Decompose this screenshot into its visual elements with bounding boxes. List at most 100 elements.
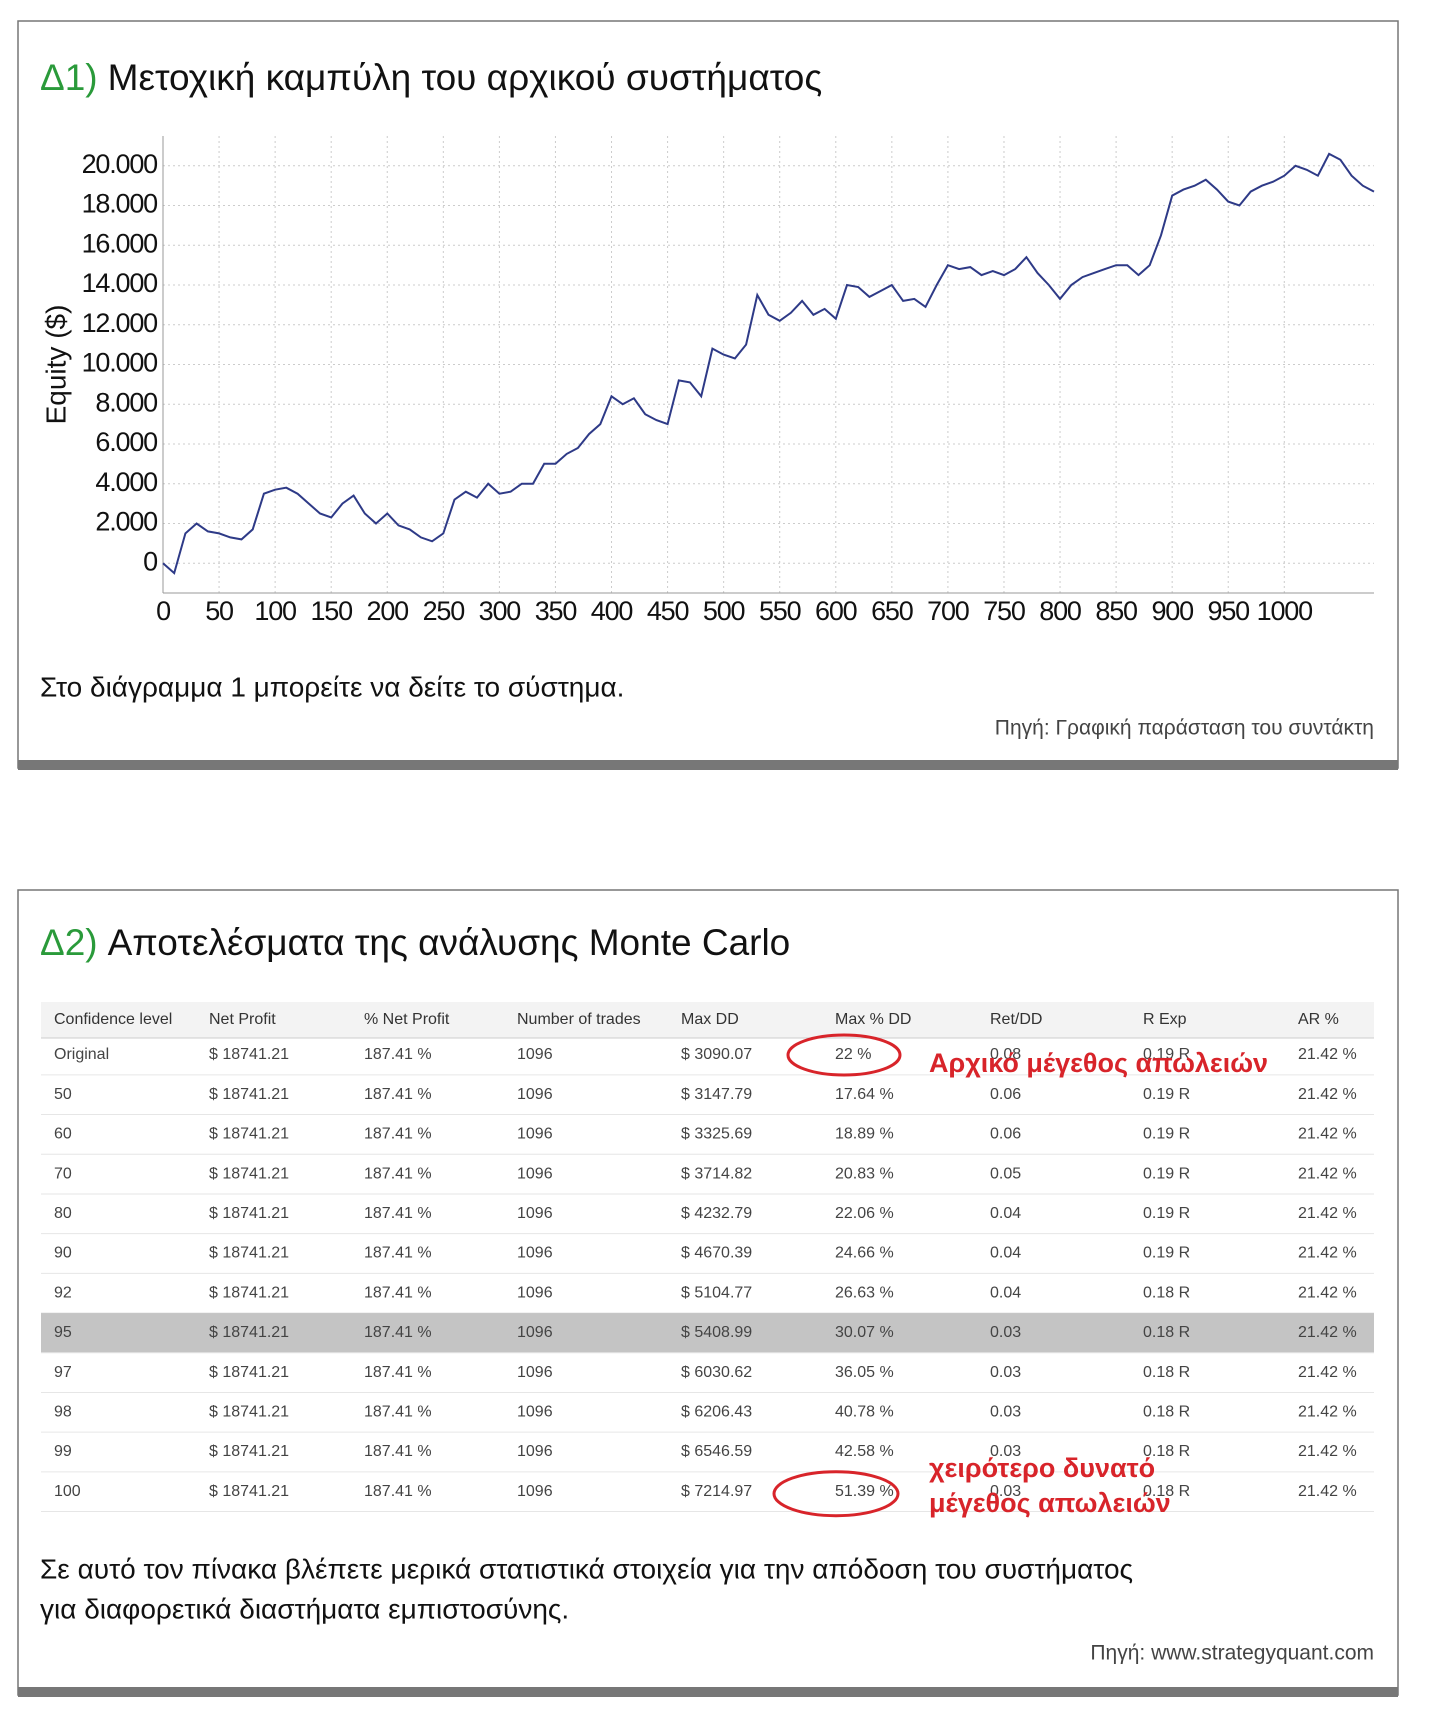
table-cell: 1096 [517, 1364, 553, 1381]
x-tick-label: 350 [535, 596, 577, 626]
source: Πηγή: Γραφική παράσταση του συντάκτη [995, 717, 1374, 740]
table-cell: 0.18 R [1143, 1364, 1190, 1381]
y-tick-label: 20.000 [82, 149, 158, 179]
table-cell: 21.42 % [1298, 1165, 1357, 1182]
table-cell: 21.42 % [1298, 1284, 1357, 1301]
column-header: Max DD [681, 1011, 739, 1028]
x-tick-label: 150 [310, 596, 352, 626]
table-cell: 187.41 % [364, 1483, 432, 1500]
table-cell: $ 18741.21 [209, 1324, 289, 1341]
table-cell: 24.66 % [835, 1245, 894, 1262]
table-cell: 187.41 % [364, 1404, 432, 1421]
table-cell: 0.19 R [1143, 1205, 1190, 1222]
table-cell: 0.03 [990, 1443, 1021, 1460]
y-tick-label: 14.000 [82, 268, 158, 298]
table-cell: 22.06 % [835, 1205, 894, 1222]
panel-title-text: Αποτελέσματα της ανάλυσης Monte Carlo [108, 922, 791, 963]
table-cell: 100 [54, 1483, 81, 1500]
column-header: Ret/DD [990, 1011, 1042, 1028]
annotation: χειρότερο δυνατό [929, 1453, 1155, 1483]
table-cell: 0.04 [990, 1284, 1021, 1301]
table-cell: 97 [54, 1364, 72, 1381]
caption: Στο διάγραμμα 1 μπορείτε να δείτε το σύσ… [40, 671, 624, 702]
table-cell: $ 6206.43 [681, 1404, 752, 1421]
table-cell: 95 [54, 1324, 72, 1341]
table-cell: 187.41 % [364, 1126, 432, 1143]
table-cell: 0.04 [990, 1205, 1021, 1222]
x-tick-label: 500 [703, 596, 745, 626]
table-cell: $ 18741.21 [209, 1284, 289, 1301]
table-cell: 18.89 % [835, 1126, 894, 1143]
table-cell: 21.42 % [1298, 1126, 1357, 1143]
column-header: Confidence level [54, 1011, 172, 1028]
x-tick-label: 700 [927, 596, 969, 626]
table-cell: 0.18 R [1143, 1483, 1190, 1500]
y-tick-label: 10.000 [82, 348, 158, 378]
table-cell: $ 7214.97 [681, 1483, 752, 1500]
table-cell: 21.42 % [1298, 1483, 1357, 1500]
y-tick-label: 8.000 [95, 387, 157, 417]
source: Πηγή: www.strategyquant.com [1090, 1642, 1374, 1665]
panel-2-bar [18, 1687, 1398, 1697]
column-header: Max % DD [835, 1011, 911, 1028]
annotation-ellipse [772, 1470, 900, 1518]
table-cell: $ 18741.21 [209, 1364, 289, 1381]
table-cell: $ 18741.21 [209, 1205, 289, 1222]
table-cell: $ 18741.21 [209, 1483, 289, 1500]
table-cell: 70 [54, 1165, 72, 1182]
table-cell: 0.03 [990, 1483, 1021, 1500]
y-axis-label: Equity ($) [40, 305, 71, 425]
table-cell: $ 5104.77 [681, 1284, 752, 1301]
y-tick-label: 16.000 [82, 228, 158, 258]
table-cell: 0.08 [990, 1046, 1021, 1063]
panel-1-bar [18, 760, 1398, 770]
table-cell: 1096 [517, 1205, 553, 1222]
table-cell: 21.42 % [1298, 1205, 1357, 1222]
table-cell: 21.42 % [1298, 1404, 1357, 1421]
table-cell: 26.63 % [835, 1284, 894, 1301]
table-cell: 98 [54, 1404, 72, 1421]
table-header-bg [41, 1002, 1374, 1038]
table-cell: 36.05 % [835, 1364, 894, 1381]
panel-title: Δ2) Αποτελέσματα της ανάλυσης Monte Carlo [40, 922, 790, 963]
table-cell: $ 4670.39 [681, 1245, 752, 1262]
table-cell: 22 % [835, 1046, 871, 1063]
x-tick-label: 450 [647, 596, 689, 626]
x-tick-label: 200 [367, 596, 409, 626]
table-cell: 0.18 R [1143, 1404, 1190, 1421]
x-tick-label: 400 [591, 596, 633, 626]
x-tick-label: 250 [423, 596, 465, 626]
table-cell: $ 3714.82 [681, 1165, 752, 1182]
table-cell: $ 3147.79 [681, 1086, 752, 1103]
panel-1 [17, 20, 1399, 769]
table-cell: 0.18 R [1143, 1324, 1190, 1341]
table-cell: 21.42 % [1298, 1443, 1357, 1460]
table-cell: 1096 [517, 1284, 553, 1301]
y-tick-label: 18.000 [82, 189, 158, 219]
table-cell: 17.64 % [835, 1086, 894, 1103]
table-cell: 0.19 R [1143, 1126, 1190, 1143]
y-tick-label: 0 [143, 546, 157, 576]
table-cell: 20.83 % [835, 1165, 894, 1182]
y-tick-label: 12.000 [82, 308, 158, 338]
table-cell: $ 18741.21 [209, 1245, 289, 1262]
caption: για διαφορετικά διαστήματα εμπιστοσύνης. [40, 1593, 569, 1624]
caption: Σε αυτό τον πίνακα βλέπετε μερικά στατισ… [40, 1553, 1133, 1584]
panel-label: Δ1) [40, 57, 98, 98]
table-cell: $ 5408.99 [681, 1324, 752, 1341]
table-cell: 187.41 % [364, 1443, 432, 1460]
table-cell: 50 [54, 1086, 72, 1103]
table-cell: 21.42 % [1298, 1324, 1357, 1341]
table-cell: 99 [54, 1443, 72, 1460]
table-cell: 40.78 % [835, 1404, 894, 1421]
table-cell: $ 3325.69 [681, 1126, 752, 1143]
table-cell: 21.42 % [1298, 1086, 1357, 1103]
table-cell: 1096 [517, 1443, 553, 1460]
table-cell: 80 [54, 1205, 72, 1222]
highlight-row [41, 1313, 1374, 1353]
table-cell: 187.41 % [364, 1284, 432, 1301]
table-cell: 21.42 % [1298, 1046, 1357, 1063]
x-tick-label: 1000 [1257, 596, 1312, 626]
column-header: AR % [1298, 1011, 1339, 1028]
